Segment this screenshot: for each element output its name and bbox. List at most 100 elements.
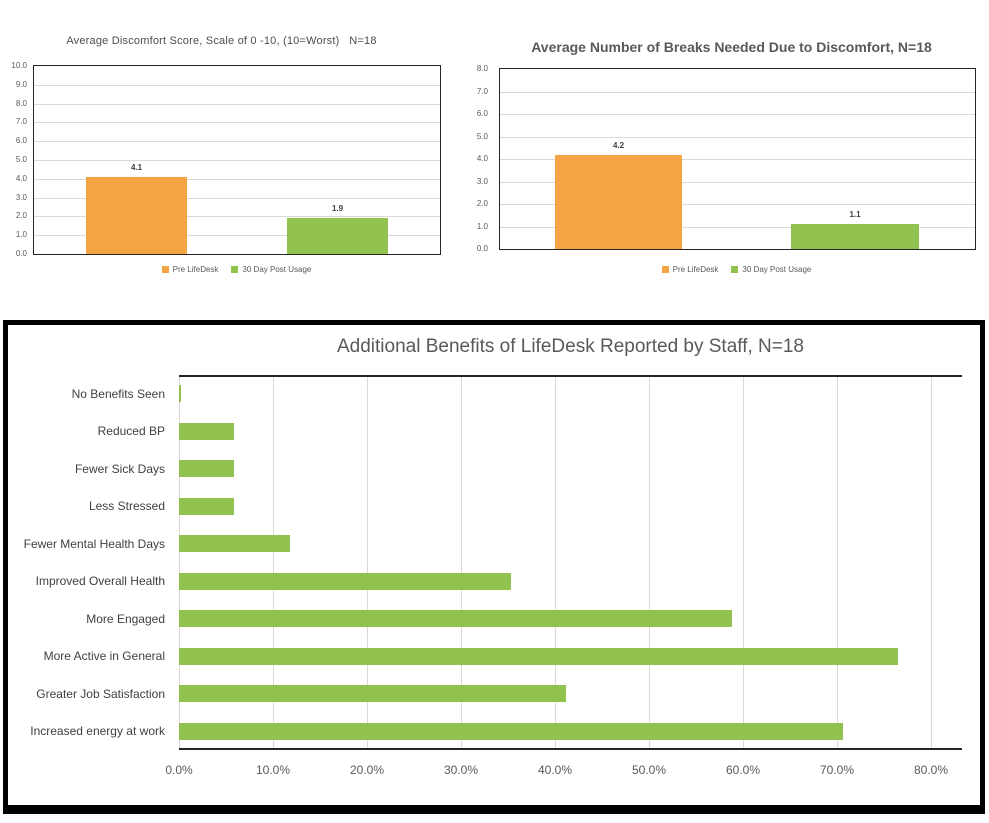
y-axis-tick-label: 2.0 (15, 211, 27, 221)
y-axis-tick-label: 6.0 (476, 109, 488, 118)
x-axis-tick-label: 50.0% (631, 763, 667, 777)
category-label: Fewer Mental Health Days (23, 536, 165, 551)
legend-label-30-day-post: 30 Day Post Usage (742, 265, 812, 274)
gridline (34, 84, 440, 86)
category-label: More Active in General (43, 649, 165, 664)
plot-area: 4.2 1.1 (499, 68, 976, 250)
y-axis-tick-label: 6.0 (15, 136, 27, 146)
legend-item-pre: Pre LifeDesk (661, 265, 719, 274)
category-label: Increased energy at work (30, 724, 165, 739)
category-label: Less Stressed (88, 499, 165, 514)
bar-less-stressed (179, 497, 235, 515)
bar-30-day-post-usage (287, 218, 388, 254)
gridline (500, 226, 975, 228)
breaks-needed-chart: Average Number of Breaks Needed Due to D… (477, 0, 989, 310)
bar-greater-job-satisfaction (179, 685, 567, 703)
legend-label-30-day-post: 30 Day Post Usage (242, 265, 312, 274)
y-axis-tick-label: 7.0 (15, 117, 27, 127)
bar-30-day-post-usage (791, 224, 919, 249)
gridline (500, 204, 975, 205)
y-axis-tick-label: 3.0 (476, 176, 488, 186)
x-axis-tick-label: 20.0% (349, 763, 385, 777)
bar-fewer-mental-health-days (179, 535, 290, 553)
y-axis-tick-label: 3.0 (15, 192, 27, 202)
gridline (34, 141, 440, 143)
y-axis-tick-label: 5.0 (15, 155, 27, 164)
gridline (500, 136, 975, 138)
legend-label-pre-lifedesk: Pre LifeDesk (172, 265, 219, 274)
gridline (931, 375, 932, 750)
gridline (34, 160, 440, 161)
gridline (367, 375, 368, 750)
category-label: Fewer Sick Days (74, 461, 165, 476)
gridline (461, 375, 462, 750)
discomfort-score-chart: Average Discomfort Score, Scale of 0 -10… (0, 0, 489, 310)
bar-fewer-sick-days (179, 460, 235, 478)
y-axis-tick-label: 4.0 (15, 173, 27, 183)
category-label: Improved Overall Health (35, 574, 165, 589)
bar-increased-energy-at-work (179, 722, 843, 740)
y-axis-tick-label: 0.0 (15, 249, 27, 258)
gridline (500, 159, 975, 160)
y-axis-tick-label: 0.0 (476, 244, 488, 253)
gridline (500, 114, 975, 115)
x-axis-tick-label: 40.0% (537, 763, 573, 777)
y-axis-tick-label: 1.0 (15, 230, 27, 240)
bar-pre-lifedesk (555, 154, 682, 249)
category-label: Greater Job Satisfaction (36, 686, 165, 701)
category-label: No Benefits Seen (71, 386, 165, 401)
plot-area: 4.1 1.9 (33, 65, 441, 255)
legend-swatch-pre-lifedesk (161, 266, 169, 273)
gridline (743, 375, 744, 750)
bar-improved-overall-health (179, 572, 511, 590)
gridline (500, 181, 975, 183)
legend-label-pre-lifedesk: Pre LifeDesk (672, 265, 719, 274)
chart-title: Average Number of Breaks Needed Due to D… (531, 39, 932, 55)
additional-benefits-chart: Additional Benefits of LifeDesk Reported… (3, 320, 985, 814)
y-axis-tick-label: 10.0 (11, 61, 27, 70)
chart-title: Average Discomfort Score, Scale of 0 -10… (66, 35, 377, 47)
y-axis-tick-label: 9.0 (15, 79, 27, 89)
gridline (649, 375, 650, 750)
gridline (34, 122, 440, 124)
legend: Pre LifeDesk 30 Day Post Usage (499, 265, 974, 274)
y-axis-tick-label: 8.0 (476, 64, 488, 73)
gridline (500, 91, 975, 93)
gridline (34, 216, 440, 218)
y-axis-tick-label: 8.0 (15, 98, 27, 108)
bar-pre-lifedesk (86, 176, 187, 254)
bar-more-engaged (179, 610, 732, 628)
plot-area (179, 375, 962, 750)
bar-value-label: 1.9 (331, 204, 344, 214)
x-axis-tick-label: 60.0% (725, 763, 761, 777)
plot-top-border (179, 375, 962, 377)
x-axis-tick-label: 0.0% (165, 763, 193, 777)
legend: Pre LifeDesk 30 Day Post Usage (0, 265, 473, 274)
legend-item-pre: Pre LifeDesk (161, 265, 219, 274)
gridline (34, 197, 440, 199)
chart-title: Additional Benefits of LifeDesk Reported… (336, 336, 804, 357)
bar-value-label: 4.1 (130, 162, 143, 172)
y-axis-tick-label: 7.0 (476, 86, 488, 96)
x-axis-tick-label: 70.0% (819, 763, 855, 777)
gridline (273, 375, 274, 750)
legend-item-post: 30 Day Post Usage (231, 265, 311, 274)
y-axis-tick-label: 5.0 (476, 131, 488, 141)
x-axis-line (179, 748, 962, 750)
bar-value-label: 4.2 (612, 140, 625, 150)
y-axis-tick-label: 4.0 (476, 154, 488, 163)
category-label: More Engaged (86, 611, 165, 626)
gridline (837, 375, 838, 750)
bar-no-benefits-seen (179, 385, 181, 403)
x-axis-tick-label: 80.0% (913, 763, 949, 777)
bar-reduced-bp (179, 422, 235, 440)
legend-swatch-30-day-post (731, 266, 739, 273)
legend-swatch-pre-lifedesk (661, 266, 669, 273)
legend-item-post: 30 Day Post Usage (731, 265, 811, 274)
y-axis-tick-label: 2.0 (476, 199, 488, 208)
x-axis-tick-label: 10.0% (255, 763, 291, 777)
gridline (34, 235, 440, 237)
category-label: Reduced BP (97, 424, 165, 439)
legend-swatch-30-day-post (231, 266, 239, 273)
gridline (179, 375, 180, 750)
